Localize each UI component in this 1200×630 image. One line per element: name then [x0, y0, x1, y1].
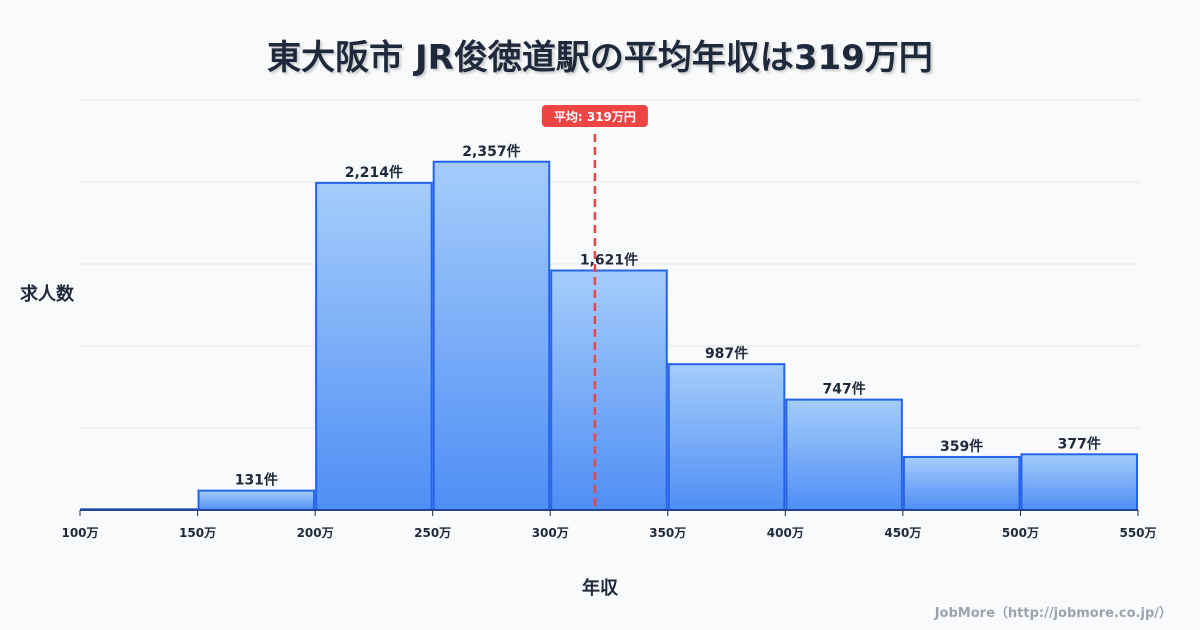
histogram-bar — [1020, 453, 1139, 512]
bar-value-label: 1,621件 — [580, 252, 638, 269]
x-tick-label: 500万 — [1002, 526, 1039, 540]
bar-value-label: 987件 — [705, 345, 748, 362]
histogram-bar — [550, 269, 668, 512]
x-tick-label: 400万 — [767, 526, 804, 540]
x-tick-label: 100万 — [61, 526, 98, 540]
mean-label-badge — [541, 105, 648, 127]
credit-text: JobMore（http://jobmore.co.jp/） — [934, 606, 1172, 621]
x-axis-label: 年収 — [582, 578, 618, 599]
x-tick-label: 300万 — [532, 526, 569, 540]
bar-value-label: 131件 — [235, 472, 278, 489]
bar-value-label: 2,214件 — [345, 164, 403, 181]
bar-value-label: 377件 — [1058, 435, 1101, 452]
histogram-bar — [315, 181, 433, 512]
mean-label: 平均: 319万円 — [554, 109, 636, 124]
x-tick-label: 450万 — [884, 526, 921, 540]
bar-value-label: 747件 — [822, 381, 865, 398]
histogram-bar — [667, 363, 786, 511]
x-tick-label: 250万 — [414, 526, 451, 540]
histogram-bar — [432, 160, 551, 512]
histogram-bar — [785, 398, 903, 512]
x-tick-label: 550万 — [1119, 526, 1156, 540]
chart-title: 東大阪市 JR俊徳道駅の平均年収は319万円 — [267, 38, 933, 78]
bar-value-label: 2,357件 — [462, 143, 520, 160]
bar-value-label: 359件 — [940, 438, 983, 455]
x-tick-label: 200万 — [297, 526, 334, 540]
x-tick-label: 150万 — [179, 526, 216, 540]
y-axis-label: 求人数 — [20, 284, 74, 305]
histogram-bar — [197, 489, 316, 512]
histogram-bar — [902, 455, 1021, 511]
x-tick-label: 350万 — [649, 526, 686, 540]
